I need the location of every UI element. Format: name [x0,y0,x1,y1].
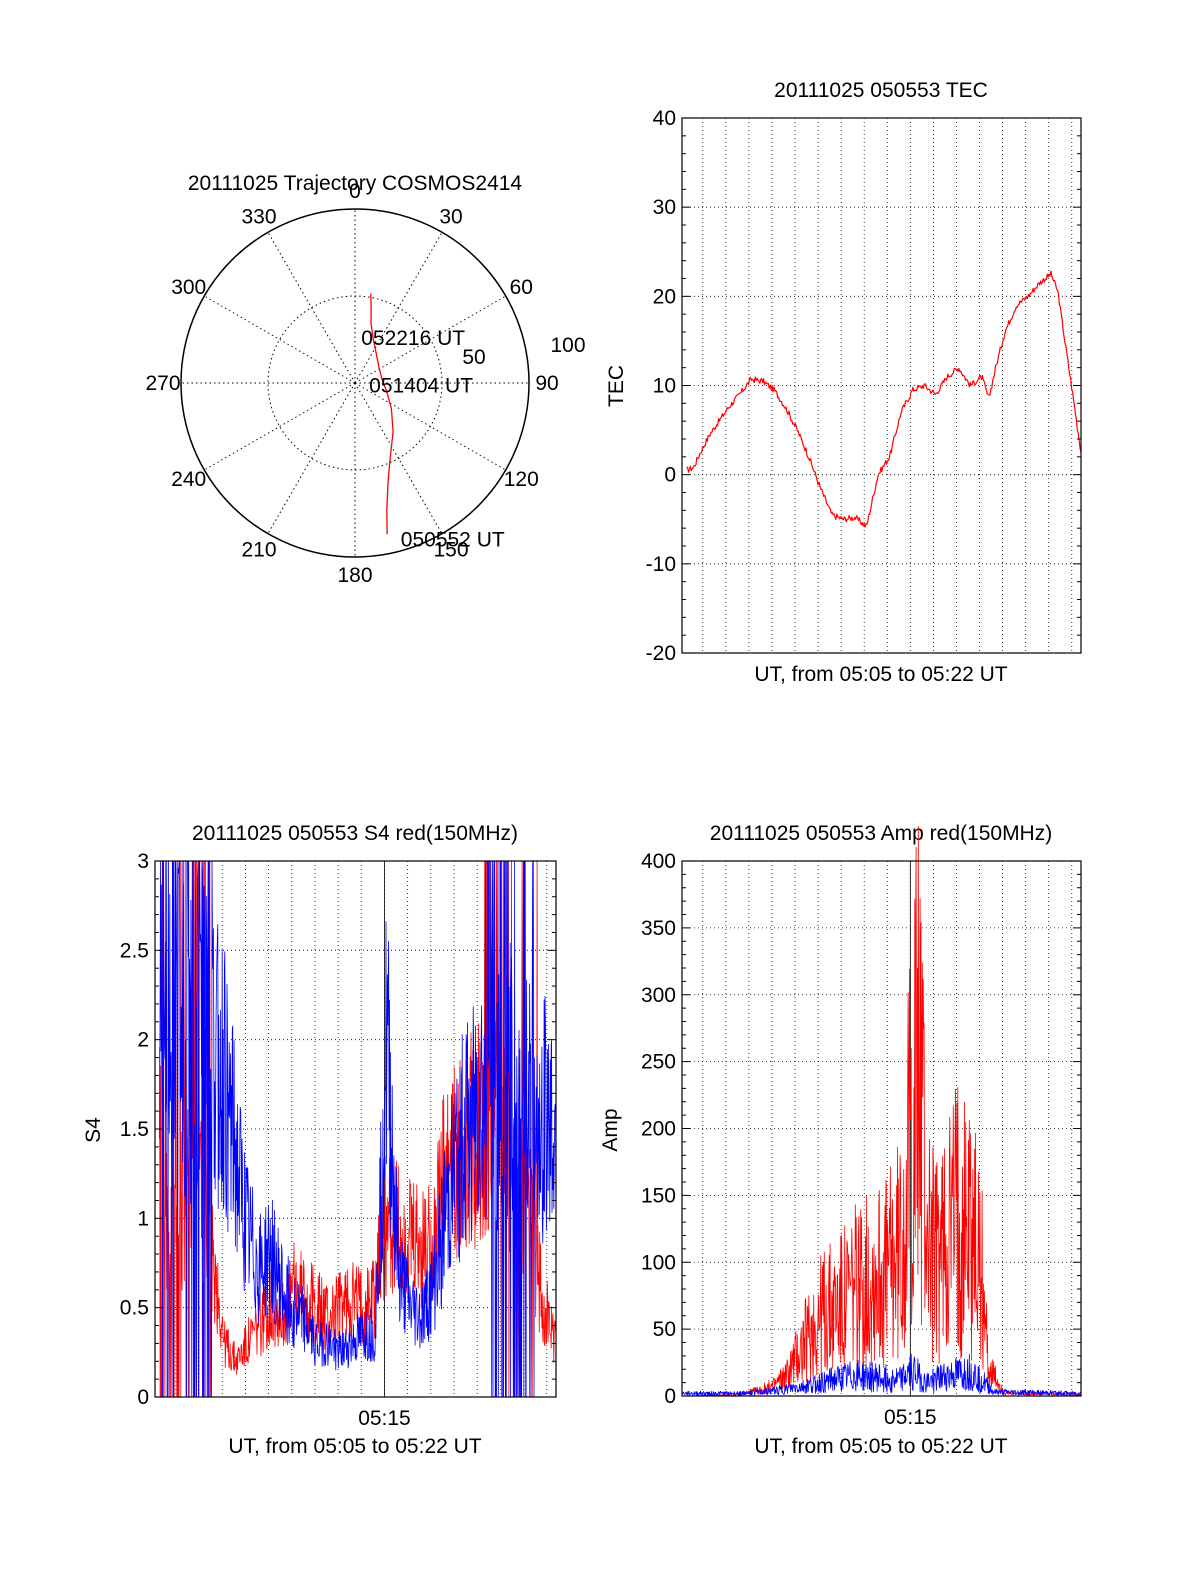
trajectory-time-label: 050552 UT [401,528,505,551]
tec-ticks: -20 -10 0 10 20 30 40 [646,107,1081,665]
polar-spoke [204,382,356,471]
amp-plot: 20111025 050553 Amp red(150MHz) 0 50 100 15… [599,822,1082,1458]
tec-frame [681,117,1082,654]
polar-angle-label: 270 [145,372,180,395]
polar-spoke [354,382,443,534]
tec-title: 20111025 050553 TEC [774,79,988,102]
polar-angle-label: 60 [510,276,533,299]
amp-xlabel: UT, from 05:05 to 05:22 UT [754,1435,1007,1458]
polar-angle-label: 150 [433,538,468,561]
amp-ytick-label: 200 [641,1118,676,1141]
tec-ytick-label: 30 [653,196,676,219]
polar-angle-label: 210 [241,538,276,561]
polar-plot: 20111025 Trajectory COSMOS2414 0 30 60 90 12… [145,172,585,587]
s4-ytick-label: 0 [137,1386,149,1409]
tec-ytick-label: -20 [646,642,676,665]
s4-plot: 20111025 050553 S4 red(150MHz) 0 0.5 1 1.5 2… [82,822,557,1458]
amp-grid [682,861,1081,1396]
polar-angle-label: 300 [171,276,206,299]
s4-ytick-label: 2.5 [120,939,149,962]
polar-radius-label: 100 [550,334,585,357]
s4-series [159,860,557,1398]
trajectory-line [370,293,394,535]
s4-ytick-label: 3 [137,850,149,873]
polar-grid [180,208,530,558]
amp-ytick-label: 250 [641,1051,676,1074]
polar-labels: 0 30 60 90 120 150 180 210 240 270 300 330 50 100 [145,180,585,587]
s4-xlabel: UT, from 05:05 to 05:22 UT [228,1435,481,1458]
s4-series-line [159,860,557,1398]
amp-ytick-label: 350 [641,917,676,940]
polar-annotations: 052216 UT 051404 UT 050552 UT [361,327,505,551]
polar-spoke [267,382,356,534]
polar-angle-label: 120 [504,468,539,491]
amp-ytick-label: 150 [641,1184,676,1207]
amp-ytick-label: 300 [641,984,676,1007]
tec-ytick-label: 40 [653,107,676,130]
trajectory-time-label: 051404 UT [369,375,473,398]
polar-series [370,293,394,535]
polar-spoke [267,232,356,384]
polar-angle-label: 90 [535,372,558,395]
amp-ticks: 0 50 100 150 200 250 300 350 400 05:15 [641,850,1081,1429]
polar-angle-label: 30 [439,206,462,229]
amp-series-line [682,825,1082,1397]
polar-outer-circle [180,208,530,558]
s4-ytick-label: 1.5 [120,1118,149,1141]
polar-spoke [204,295,356,384]
s4-ylabel: S4 [82,1117,105,1143]
s4-ytick-label: 1 [137,1207,149,1230]
tec-ytick-label: -10 [646,553,676,576]
amp-ylabel: Amp [599,1108,622,1151]
tec-grid [682,118,1081,653]
amp-ytick-label: 100 [641,1251,676,1274]
amp-ytick-label: 0 [664,1385,676,1408]
polar-angle-label: 180 [337,564,372,587]
polar-spoke [354,382,506,471]
amp-series [681,825,1082,1397]
amp-ytick-label: 50 [653,1318,676,1341]
tec-ytick-label: 10 [653,375,676,398]
polar-spoke [354,232,443,384]
polar-title: 20111025 Trajectory COSMOS2414 [188,172,523,195]
s4-ytick-label: 0.5 [120,1297,149,1320]
polar-spoke [354,295,506,384]
amp-series-line [681,1353,1082,1396]
polar-angle-label: 240 [171,468,206,491]
amp-title: 20111025 050553 Amp red(150MHz) [710,822,1052,845]
tec-series-line [686,270,1082,528]
tec-ylabel: TEC [605,365,628,407]
s4-xtick-label: 05:15 [358,1407,411,1430]
tec-ytick-label: 0 [664,464,676,487]
tec-xlabel: UT, from 05:05 to 05:22 UT [754,663,1007,686]
tec-ytick-label: 20 [653,285,676,308]
s4-ticks: 0 0.5 1 1.5 2 2.5 3 05:15 [120,850,556,1430]
trajectory-time-label: 052216 UT [361,327,465,350]
s4-title: 20111025 050553 S4 red(150MHz) [192,822,518,845]
polar-angle-label: 330 [241,206,276,229]
amp-xtick-label: 05:15 [884,1406,937,1429]
polar-angle-label: 0 [349,180,361,203]
s4-ytick-label: 2 [137,1029,149,1052]
tec-series [686,270,1082,528]
amp-ytick-label: 400 [641,850,676,873]
polar-radius-label: 50 [462,346,485,369]
